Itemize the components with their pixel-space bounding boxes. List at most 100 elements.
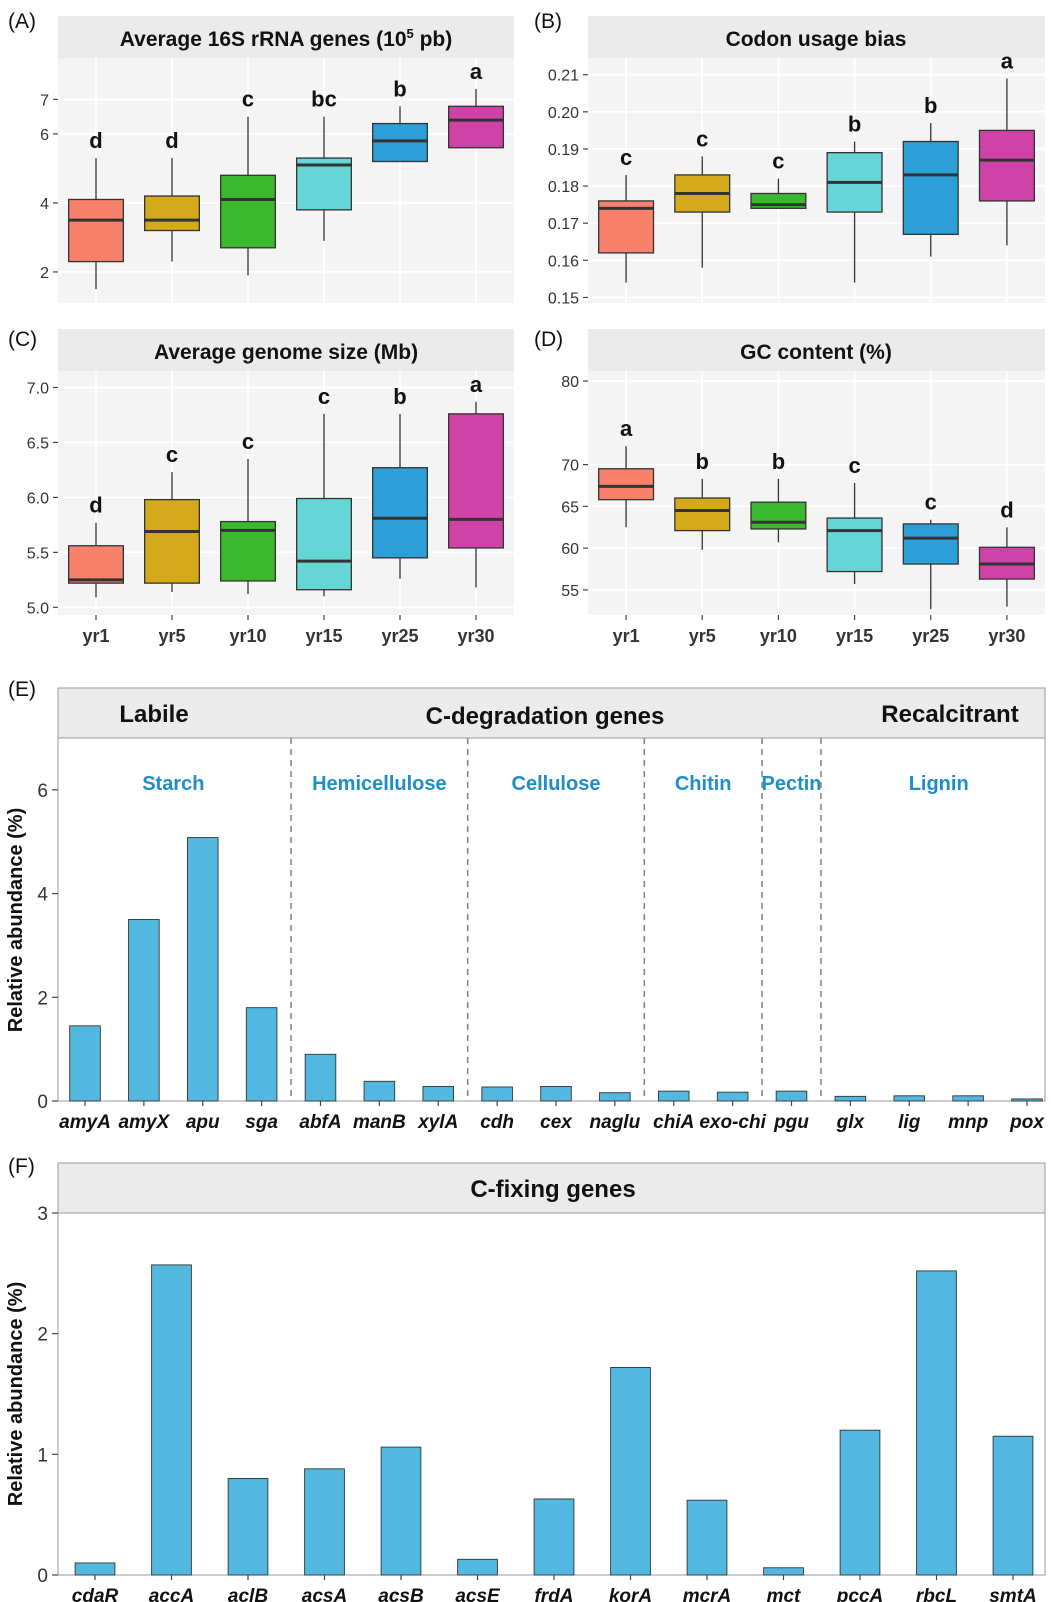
panel-e-bar-pgu [775, 1090, 808, 1102]
panel-f-xtick-label: korA [609, 1586, 652, 1602]
panel-d-strip [588, 329, 1045, 371]
panel-a-box-yr15 [295, 157, 353, 211]
panel-a-ytick-label: 4 [40, 196, 49, 213]
panel-d-box-yr25 [902, 523, 959, 565]
panel-f-bar-rbcL [916, 1270, 957, 1576]
panel-e-group-label-pectin: Pectin [761, 773, 821, 795]
panel-e-title: C-degradation genes [426, 703, 665, 730]
panel-e-xtick-label: lig [898, 1112, 921, 1133]
panel-d-ytick-label: 55 [561, 583, 579, 600]
panel-f-xtick-label: rbcL [916, 1586, 957, 1602]
panel-b-significance-letter: c [696, 126, 708, 151]
panel-c-box-yr1 [67, 545, 125, 584]
panel-b-ytick-label: 0.20 [548, 105, 579, 122]
panel-e-right-header: Recalcitrant [881, 701, 1018, 728]
panel-a-box-yr30 [447, 105, 505, 149]
panel-c-ytick-label: 5.5 [27, 545, 49, 562]
panel-a-box-yr10 [219, 174, 277, 249]
panel-b-box-yr30 [978, 129, 1035, 202]
panel-c-xtick-label: yr1 [82, 626, 109, 646]
panel-f-xtick-label: mct [767, 1586, 801, 1602]
panel-e-xtick-label: mnp [948, 1112, 988, 1133]
panel-e-bar-pox [1011, 1098, 1043, 1102]
panel-f-bar-frdA [533, 1498, 575, 1576]
panel-f-bar-smtA [992, 1435, 1034, 1576]
panel-f-xtick-label: acsA [302, 1586, 347, 1602]
panel-f-title: C-fixing genes [470, 1176, 635, 1203]
panel-a-ytick-label: 2 [40, 265, 49, 282]
panel-e-strip [57, 687, 1046, 739]
panel-e-xtick-label: xylA [417, 1112, 458, 1133]
panel-c-significance-letter: b [393, 384, 406, 409]
panel-c-significance-letter: c [318, 384, 330, 409]
panel-f-bar-acsE [457, 1558, 498, 1576]
panel-e-xtick-label: apu [186, 1112, 220, 1133]
panel-c-xtick-label: yr30 [457, 626, 494, 646]
panel-e-plot-area [57, 737, 1046, 1102]
panel-e-group-label-chitin: Chitin [675, 773, 732, 795]
panel-a-boxplot-average-16s-rrna-genes: (A) Average 16S rRNA genes (105 pb) 2 4 6 7… [8, 10, 514, 303]
panel-c-strip [58, 329, 514, 371]
panel-e-ytick-label: 2 [37, 988, 48, 1009]
panel-e-group-label-cellulose: Cellulose [512, 773, 601, 795]
panel-f-ytick-label: 3 [37, 1204, 48, 1225]
panel-e-bar-amyX [128, 919, 160, 1102]
panel-e-bar-sga [245, 1007, 278, 1102]
panel-d-significance-letter: b [696, 449, 709, 474]
panel-c-xtick-label: yr10 [229, 626, 266, 646]
panel-b-title: Codon usage bias [726, 28, 907, 51]
panel-c-boxplot-average-genome-size: (C) Average genome size (Mb) 5.0 5.5 6.0 6.… [8, 328, 514, 646]
panel-b-significance-letter: b [848, 112, 861, 137]
panel-e-ytick-label: 4 [37, 885, 48, 906]
panel-c-xtick-label: yr5 [158, 626, 185, 646]
panel-d-box-yr10 [750, 501, 807, 530]
panel-e-left-header: Labile [119, 701, 188, 728]
panel-d-xtick-label: yr25 [912, 626, 949, 646]
panel-c-box-yr25 [371, 467, 429, 559]
panel-e-ytick-label: 6 [37, 781, 48, 802]
panel-label-c: (C) [8, 328, 37, 351]
panel-e-xtick-label: exo-chi [699, 1112, 766, 1133]
panel-f-xtick-label: acsE [455, 1586, 501, 1602]
panel-c-title: Average genome size (Mb) [154, 341, 418, 364]
panel-e-xtick-label: pox [1009, 1112, 1045, 1133]
panel-c-xtick-label: yr15 [305, 626, 342, 646]
panel-f-bar-pccA [839, 1429, 881, 1576]
panel-b-box-yr25 [902, 140, 959, 235]
panel-e-xtick-label: sga [245, 1112, 278, 1133]
panel-f-ytick-label: 2 [37, 1325, 48, 1346]
panel-e-bar-xylA [422, 1086, 455, 1102]
panel-f-strip [57, 1162, 1046, 1214]
panel-e-xtick-label: amyA [59, 1112, 111, 1133]
panel-d-ytick-label: 65 [561, 499, 579, 516]
panel-d-xtick-label: yr30 [988, 626, 1025, 646]
panel-a-significance-letter: d [89, 128, 102, 153]
panel-f-bar-accA [151, 1264, 192, 1576]
panel-e-bar-glx [834, 1095, 867, 1102]
panel-e-xtick-label: chiA [653, 1112, 694, 1133]
panel-e-xtick-label: pgu [773, 1112, 809, 1133]
panel-c-significance-letter: c [242, 429, 254, 454]
panel-d-xtick-label: yr10 [760, 626, 797, 646]
panel-f-xtick-label: frdA [534, 1586, 573, 1602]
panel-a-box-yr25 [371, 122, 429, 163]
panel-d-box-yr5 [674, 497, 731, 532]
panel-b-significance-letter: c [620, 145, 632, 170]
panel-e-xtick-label: amyX [119, 1112, 171, 1133]
panel-f-xtick-label: smtA [989, 1586, 1037, 1602]
panel-e-bar-exo-chi [716, 1091, 749, 1102]
panel-e-xtick-label: glx [836, 1112, 866, 1133]
panel-e-bar-chiA [657, 1090, 690, 1102]
panel-f-bar-aclB [227, 1478, 269, 1576]
panel-d-significance-letter: c [848, 453, 860, 478]
panel-b-ytick-label: 0.16 [548, 253, 579, 270]
panel-d-xtick-label: yr1 [613, 626, 640, 646]
panel-e-ytick-label: 0 [37, 1092, 48, 1113]
panel-f-bar-acsB [380, 1446, 422, 1576]
panel-f-xtick-label: accA [149, 1586, 194, 1602]
panel-c-ytick-label: 6.5 [27, 435, 49, 452]
panel-a-strip [58, 16, 514, 58]
panel-f-bar-mcrA [686, 1499, 728, 1576]
panel-e-bar-mnp [952, 1095, 984, 1102]
